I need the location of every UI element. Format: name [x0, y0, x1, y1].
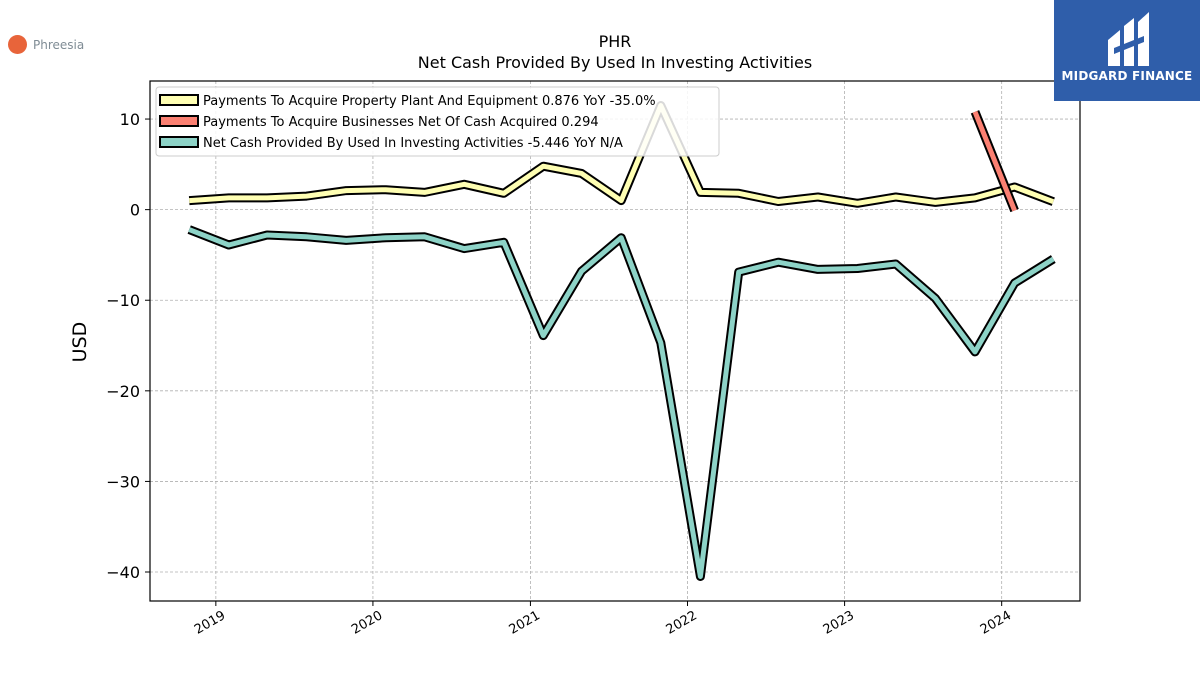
series-line [188, 227, 1055, 579]
x-tick-label: 2024 [978, 608, 1014, 638]
chart-subtitle: Net Cash Provided By Used In Investing A… [418, 53, 812, 72]
x-tick-label: 2022 [664, 608, 700, 638]
series-line [189, 103, 1055, 206]
legend-swatch [159, 115, 199, 127]
x-tick-label: 2023 [821, 608, 857, 638]
phreesia-logo-text: Phreesia [33, 37, 85, 52]
y-axis-label: USD [69, 322, 91, 363]
midgard-logo-text: MIDGARD FINANCE [1061, 69, 1193, 83]
y-tick-label: 10 [120, 110, 140, 129]
chart-title: PHR [599, 32, 632, 51]
y-tick-label: −10 [106, 291, 140, 310]
legend-label: Payments To Acquire Property Plant And E… [203, 94, 656, 109]
x-tick-label: 2021 [507, 608, 543, 638]
series-3 [187, 225, 1056, 581]
legend-box [155, 86, 720, 157]
plot-series [187, 101, 1056, 581]
grid-lines [150, 81, 1080, 601]
x-axis: 2019 2020 2021 2022 2023 2024 [192, 601, 1014, 638]
legend-swatch [159, 94, 199, 106]
legend-label: Net Cash Provided By Used In Investing A… [203, 136, 623, 151]
phreesia-logo: Phreesia [8, 35, 84, 54]
series-line [972, 110, 1017, 212]
midgard-finance-logo: MIDGARD FINANCE [1054, 0, 1200, 101]
x-tick-label: 2019 [192, 608, 228, 638]
y-axis: 10 0 −10 −20 −30 −40 [106, 110, 150, 582]
legend: Payments To Acquire Property Plant And E… [155, 86, 720, 157]
series-2 [970, 110, 1019, 213]
series-line-outline [187, 225, 1056, 581]
midgard-mark-icon [1108, 12, 1149, 66]
legend-swatch [159, 136, 199, 148]
plot-area [149, 80, 1081, 602]
legend-label: Payments To Acquire Businesses Net Of Ca… [203, 115, 599, 130]
y-tick-label: −30 [106, 472, 140, 491]
y-tick-label: −40 [106, 563, 140, 582]
y-tick-label: −20 [106, 382, 140, 401]
phreesia-dot-icon [8, 35, 27, 54]
y-tick-label: 0 [130, 201, 140, 220]
series-1 [188, 101, 1055, 208]
x-tick-label: 2020 [349, 608, 385, 638]
